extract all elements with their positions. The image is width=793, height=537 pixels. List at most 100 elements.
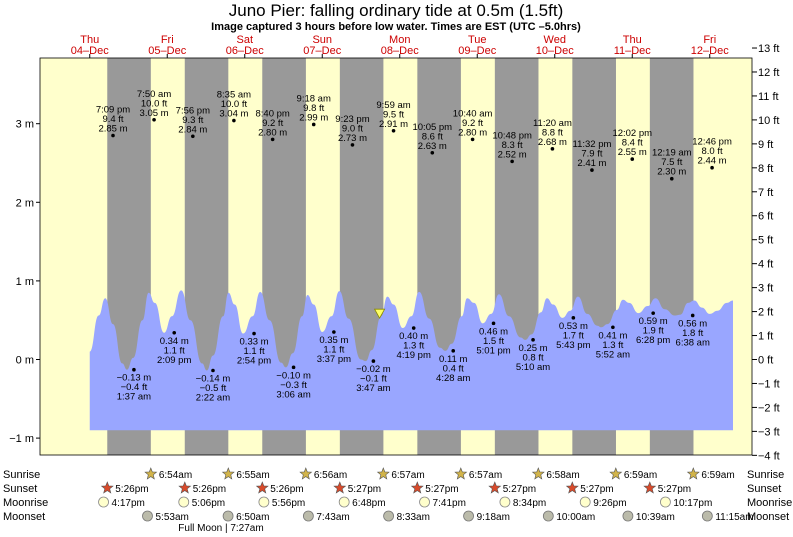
low-tide-time: 3:06 am xyxy=(276,389,310,400)
high-tide-m: 2.80 m xyxy=(458,127,487,138)
sunset-time: 5:26pm xyxy=(270,484,303,495)
y-tick-label-m: 0 m xyxy=(16,355,34,367)
day-date: 07–Dec xyxy=(303,45,341,57)
moonrise-icon xyxy=(98,496,109,508)
low-tide-ft: −0.5 ft xyxy=(200,383,227,394)
low-tide-m: 0.46 m xyxy=(479,326,508,337)
low-tide-point xyxy=(252,331,256,336)
high-tide-time: 7:56 pm xyxy=(176,105,210,116)
y-tick-label-m: 3 m xyxy=(16,119,34,131)
row-label-moonset: Moonset xyxy=(747,511,789,523)
sunset-icon xyxy=(643,481,657,494)
high-tide-time: 10:05 pm xyxy=(412,122,452,133)
high-tide-m: 2.63 m xyxy=(418,141,447,152)
row-label-sunset: Sunset xyxy=(3,483,37,495)
low-tide-m: 0.53 m xyxy=(559,321,588,332)
y-tick-label-ft: −1 ft xyxy=(758,378,780,390)
sunset-icon xyxy=(565,481,579,494)
low-tide-m: −0.14 m xyxy=(196,374,231,385)
sunrise-icon xyxy=(609,467,623,480)
y-tick-label-ft: 1 ft xyxy=(758,331,773,343)
high-tide-m: 2.55 m xyxy=(618,147,647,158)
high-tide-point xyxy=(710,165,714,170)
y-tick-label-ft: 8 ft xyxy=(758,163,773,175)
sunrise-time: 6:57am xyxy=(391,470,424,481)
sunset-time: 5:27pm xyxy=(348,484,381,495)
high-tide-ft: 9.4 ft xyxy=(102,114,123,125)
sunrise-time: 6:58am xyxy=(546,470,579,481)
moonset-time: 11:15am xyxy=(715,512,753,523)
high-tide-m: 2.73 m xyxy=(338,133,367,144)
high-tide-ft: 8.6 ft xyxy=(422,131,443,142)
high-tide-time: 10:48 pm xyxy=(492,130,532,141)
sunrise-icon xyxy=(221,467,235,480)
moonrise-time: 6:48pm xyxy=(352,498,385,509)
high-tide-time: 7:09 pm xyxy=(96,104,130,115)
day-name: Fri xyxy=(161,34,174,46)
high-tide-m: 2.30 m xyxy=(657,167,686,178)
high-tide-time: 10:40 am xyxy=(453,108,493,119)
high-tide-ft: 9.2 ft xyxy=(462,118,483,129)
low-tide-point xyxy=(371,359,376,363)
low-tide-time: 6:38 am xyxy=(676,337,710,348)
day-name: Mon xyxy=(389,34,410,46)
high-tide-ft: 8.0 ft xyxy=(702,146,723,157)
sunrise-icon xyxy=(454,467,468,480)
high-tide-time: 7:50 am xyxy=(137,89,171,100)
low-tide-point xyxy=(690,313,695,318)
high-tide-time: 12:02 pm xyxy=(612,128,652,139)
sunset-icon xyxy=(488,481,502,494)
low-tide-ft: −0.3 ft xyxy=(280,380,307,391)
high-tide-point xyxy=(470,137,475,142)
high-tide-time: 9:23 pm xyxy=(335,114,369,125)
low-tide-time: 5:10 am xyxy=(516,362,550,373)
moonset-icon xyxy=(463,510,474,522)
day-date: 05–Dec xyxy=(148,45,186,57)
y-tick-label-ft: 10 ft xyxy=(758,115,779,127)
sunrise-time: 6:59am xyxy=(624,470,657,481)
high-tide-m: 2.52 m xyxy=(498,149,527,160)
low-tide-point xyxy=(211,368,215,373)
moonset-time: 10:39am xyxy=(636,512,675,523)
y-tick-label-ft: 2 ft xyxy=(758,307,773,319)
y-tick-label-m: −1 m xyxy=(9,433,34,445)
low-tide-ft: 1.9 ft xyxy=(643,326,664,337)
high-tide-ft: 10.0 ft xyxy=(221,99,248,110)
moonset-icon xyxy=(542,510,554,522)
high-tide-ft: 7.9 ft xyxy=(581,149,602,160)
sunrise-time: 6:59am xyxy=(701,470,734,481)
current-tide-marker xyxy=(373,308,386,320)
day-date: 12–Dec xyxy=(691,45,729,57)
row-label-moonset: Moonset xyxy=(3,511,45,523)
high-tide-point xyxy=(191,134,195,139)
high-tide-point xyxy=(391,128,396,133)
high-tide-m: 2.68 m xyxy=(538,137,567,148)
day-name: Wed xyxy=(544,34,566,46)
high-tide-point xyxy=(270,137,275,142)
high-tide-point xyxy=(669,176,674,181)
low-tide-ft: 1.1 ft xyxy=(243,346,264,357)
low-tide-m: −0.10 m xyxy=(276,370,311,381)
moonset-time: 7:43am xyxy=(316,512,349,523)
y-tick-label-ft: 0 ft xyxy=(758,355,773,367)
low-tide-m: 0.40 m xyxy=(399,331,428,342)
low-tide-point xyxy=(172,330,177,335)
low-tide-m: 0.34 m xyxy=(160,336,189,347)
high-tide-m: 2.41 m xyxy=(577,158,606,169)
row-label-moonrise: Moonrise xyxy=(3,497,48,509)
moonrise-icon xyxy=(499,496,511,508)
low-tide-point xyxy=(332,330,336,334)
high-tide-point xyxy=(152,117,156,122)
low-tide-m: −0.02 m xyxy=(356,364,391,375)
y-tick-label-ft: 9 ft xyxy=(758,139,773,151)
moonrise-icon xyxy=(258,496,270,508)
high-tide-ft: 9.3 ft xyxy=(182,115,203,126)
chart-subtitle: Image captured 3 hours before low water.… xyxy=(211,21,581,33)
high-tide-m: 2.44 m xyxy=(698,156,727,167)
low-tide-time: 2:22 am xyxy=(196,393,230,404)
high-tide-ft: 9.0 ft xyxy=(342,123,363,134)
low-tide-ft: 1.3 ft xyxy=(403,341,424,352)
high-tide-time: 11:20 am xyxy=(533,118,572,129)
high-tide-point xyxy=(590,168,594,172)
